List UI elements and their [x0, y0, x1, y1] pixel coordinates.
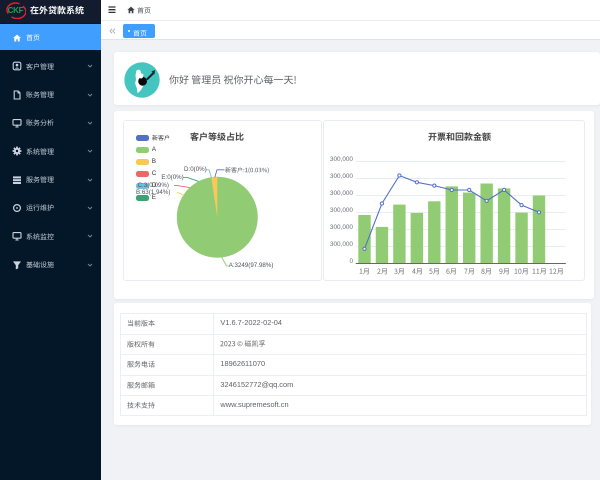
svg-text:CKF: CKF — [7, 6, 23, 15]
